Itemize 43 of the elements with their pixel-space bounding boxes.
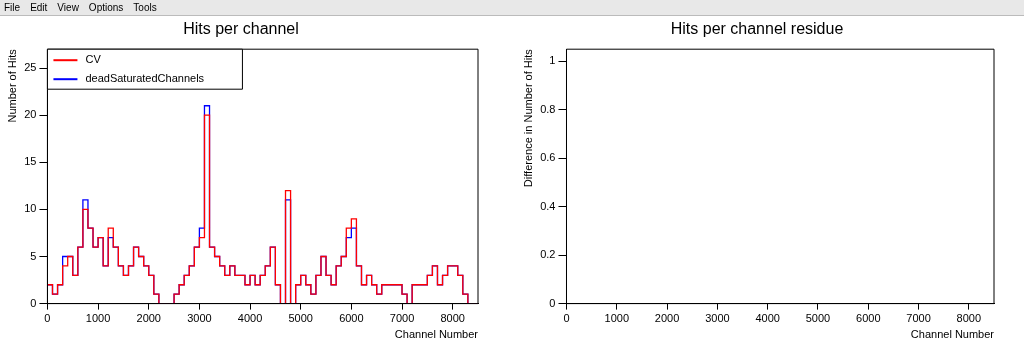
y-tick-label: 15: [24, 155, 37, 168]
y-axis-title: Number of Hits: [5, 48, 18, 123]
text: File: [4, 1, 21, 15]
chart-title: Hits per channel: [183, 20, 299, 38]
x-tick-label: 6000: [339, 312, 364, 325]
text: Tools: [133, 1, 157, 15]
x-tick-label: 3000: [187, 312, 212, 325]
x-tick-label: 7000: [906, 312, 931, 325]
x-tick-label: 2000: [136, 312, 161, 325]
text: View: [57, 1, 79, 15]
y-tick-label: 0.4: [540, 199, 556, 212]
x-tick-label: 6000: [856, 312, 881, 325]
y-axis-title: Difference in Number of Hits: [521, 48, 534, 188]
y-tick-label: 0: [549, 296, 556, 309]
y-tick-label: 0.6: [540, 151, 556, 164]
y-tick-label: 25: [24, 61, 37, 74]
y-tick-label: 0: [30, 296, 37, 309]
x-tick-label: 8000: [440, 312, 465, 325]
y-tick-label: 0.8: [540, 102, 556, 115]
x-tick-label: 1000: [85, 312, 111, 325]
x-tick-label: 5000: [288, 312, 313, 325]
y-tick-label: 20: [24, 108, 37, 121]
x-tick-label: 7000: [389, 312, 415, 325]
x-tick-label: 0: [44, 312, 51, 325]
x-tick-label: 2000: [654, 312, 680, 325]
x-tick-label: 3000: [705, 312, 730, 325]
y-tick-label: 5: [30, 249, 37, 262]
x-axis-title: Channel Number: [910, 328, 995, 341]
y-tick-label: 0.2: [540, 248, 556, 261]
legend-label: CV: [85, 53, 102, 66]
text: Edit: [30, 1, 48, 15]
x-tick-label: 0: [563, 312, 570, 325]
x-tick-label: 4000: [237, 312, 263, 325]
x-tick-label: 4000: [755, 312, 780, 325]
legend-label: deadSaturatedChannels: [85, 72, 205, 85]
y-tick-label: 1: [549, 54, 556, 67]
x-tick-label: 8000: [956, 312, 982, 325]
x-axis-title: Channel Number: [394, 328, 479, 341]
x-tick-label: 5000: [805, 312, 831, 325]
chart-title: Hits per channel residue: [670, 20, 844, 38]
text: Options: [88, 1, 124, 15]
y-tick-label: 10: [24, 202, 37, 215]
x-tick-label: 1000: [604, 312, 630, 325]
